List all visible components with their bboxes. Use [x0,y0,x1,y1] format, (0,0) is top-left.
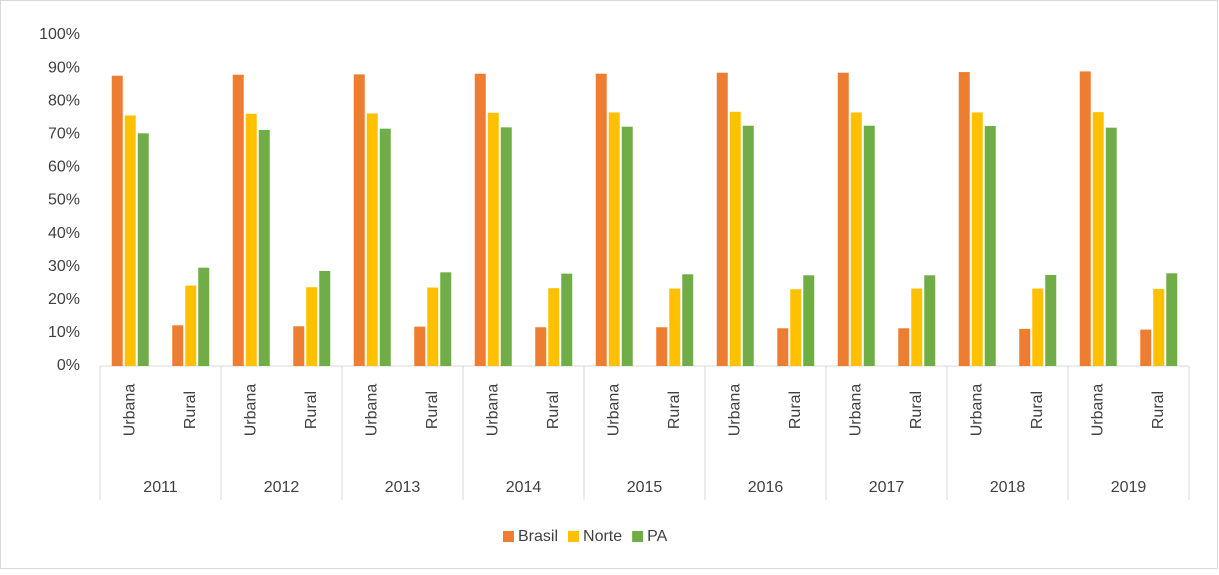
x-tick-label: Urbana [484,384,501,437]
y-tick-label: 70% [48,126,80,143]
bar [971,112,983,366]
bar [258,129,270,366]
y-tick-label: 40% [48,225,80,242]
bar [656,327,668,366]
x-tick-label: Rural [666,391,683,429]
x-tick-label: Rural [787,391,804,429]
bar [137,133,149,366]
bar [669,288,681,366]
bar [984,126,996,367]
x-tick-label: Rural [908,391,925,429]
legend-label: Brasil [518,528,558,545]
bar [742,125,754,366]
x-tick-label: Rural [1029,391,1046,429]
bar [172,325,184,366]
x-tick-label: Rural [424,391,441,429]
bar [863,125,875,366]
bar [958,72,970,367]
bar [850,112,862,366]
legend-swatch [568,531,580,542]
x-tick-label: Urbana [726,384,743,437]
legend-label: Norte [583,528,622,545]
group-label: 2014 [506,479,542,496]
x-tick-label: Urbana [1089,384,1106,437]
bar [500,127,512,366]
bar [1166,273,1178,366]
bar [803,275,815,366]
bar [1019,328,1031,366]
y-tick-label: 20% [48,291,80,308]
bar [911,288,923,366]
x-tick-label: Urbana [363,384,380,437]
bar [232,74,244,366]
x-tick-label: Rural [1150,391,1167,429]
bar [111,75,123,366]
bar [608,112,620,366]
group-label: 2011 [143,479,178,496]
bar [124,115,136,366]
group-label: 2017 [869,479,905,496]
bar [535,327,547,366]
bar [487,112,499,366]
y-tick-label: 100% [39,26,80,43]
bar [245,113,257,366]
x-tick-label: Rural [303,391,320,429]
x-tick-label: Urbana [968,384,985,437]
group-label: 2019 [1111,479,1147,496]
bar [898,328,910,366]
y-tick-label: 10% [48,324,80,341]
bar [837,72,849,366]
y-tick-label: 0% [57,357,80,374]
bar [790,289,802,366]
x-tick-label: Urbana [847,384,864,437]
group-label: 2013 [385,479,421,496]
legend-label: PA [647,528,667,545]
y-tick-label: 50% [48,192,80,209]
bar [924,275,936,366]
bar [366,113,378,367]
bar [414,326,426,366]
y-tick-label: 90% [48,59,80,76]
x-tick-label: Urbana [121,384,138,437]
y-tick-label: 30% [48,258,80,275]
x-tick-label: Urbana [242,384,259,437]
bar [1045,274,1057,366]
bar [353,74,365,366]
bar [306,287,318,366]
bar [682,274,694,366]
bar [1140,329,1152,366]
legend-swatch [503,531,514,542]
bar [561,273,573,366]
bar [440,272,452,366]
group-label: 2015 [627,479,663,496]
x-tick-label: Rural [545,391,562,429]
bar [379,128,391,366]
bar [621,126,633,366]
group-label: 2016 [748,479,784,496]
y-tick-label: 60% [48,159,80,176]
group-label: 2018 [990,479,1026,496]
bar [293,326,305,366]
group-label: 2012 [264,479,300,496]
y-tick-label: 80% [48,92,80,109]
x-tick-label: Rural [182,391,199,429]
bar [1079,71,1091,366]
bar [427,287,439,366]
bar [548,288,560,366]
bar [185,285,197,366]
x-tick-label: Urbana [605,384,622,437]
bar [716,72,728,366]
bar [198,267,210,366]
bar [777,328,789,366]
bar [319,271,331,366]
bar [1105,127,1117,367]
bar [474,73,486,367]
legend-swatch [632,531,644,542]
bar [1153,288,1165,366]
bar [595,73,607,367]
bar [729,111,741,367]
bar [1032,288,1044,366]
bar [1092,112,1104,366]
